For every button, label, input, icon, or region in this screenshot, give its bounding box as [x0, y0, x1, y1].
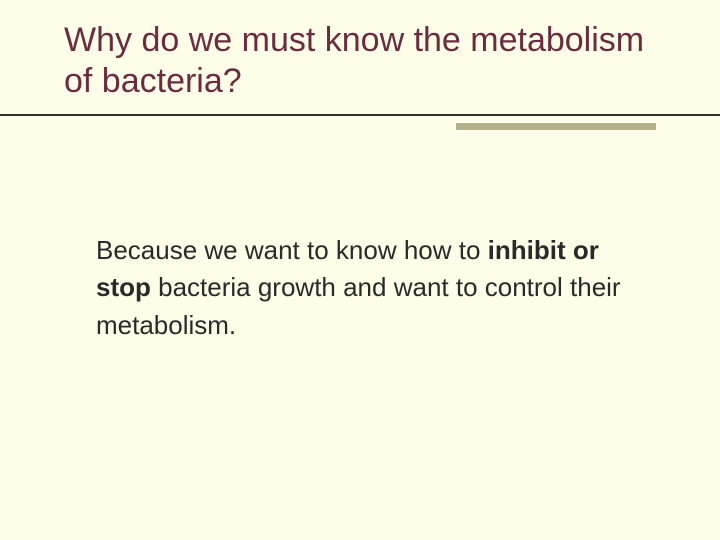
rule-line: [0, 114, 720, 116]
rule-accent: [456, 123, 656, 130]
body-pre: Because we want to know how to: [96, 235, 488, 265]
slide-body: Because we want to know how to inhibit o…: [0, 232, 720, 345]
title-rule: [0, 114, 720, 140]
slide-title: Why do we must know the metabolism of ba…: [0, 20, 720, 112]
body-post: bacteria growth and want to control thei…: [96, 272, 621, 340]
slide: Why do we must know the metabolism of ba…: [0, 0, 720, 540]
